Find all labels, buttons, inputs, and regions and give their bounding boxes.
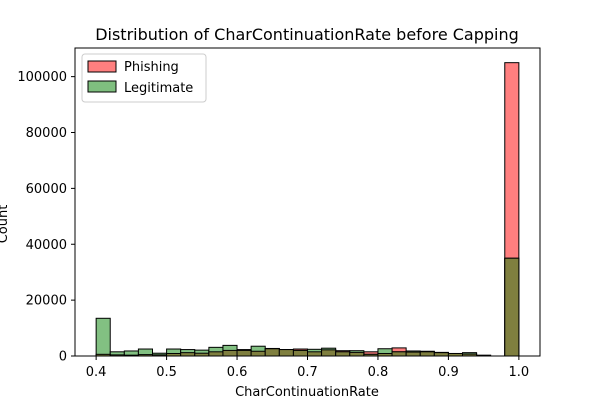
- x-tick-label: 0.7: [297, 365, 318, 380]
- y-tick-label: 0: [59, 350, 67, 365]
- overlap-bar: [222, 349, 238, 357]
- overlap-bar: [504, 257, 520, 357]
- legitimate-bar: [95, 317, 111, 357]
- x-tick-label: 1.0: [509, 365, 530, 380]
- y-tick-label: 60000: [26, 182, 67, 197]
- overlap-bar: [405, 351, 421, 357]
- legend-swatch-phishing: [87, 60, 117, 73]
- y-tick-label: 100000: [17, 70, 67, 85]
- overlap-bar: [349, 351, 365, 357]
- overlap-bar: [321, 349, 337, 357]
- x-tick-label: 0.9: [438, 365, 459, 380]
- overlap-bar: [307, 351, 323, 357]
- overlap-bar: [236, 349, 252, 357]
- overlap-bar: [391, 351, 407, 357]
- overlap-bar: [278, 349, 294, 357]
- x-axis: 0.4 0.5 0.6 0.7 0.8 0.9 1.0: [86, 356, 529, 380]
- legend: Phishing Legitimate: [81, 53, 207, 103]
- overlap-bar: [250, 350, 266, 357]
- y-tick-label: 80000: [26, 126, 67, 141]
- overlap-bar: [180, 352, 196, 357]
- x-axis-label: CharContinuationRate: [235, 385, 379, 400]
- legend-label-legitimate: Legitimate: [124, 81, 193, 96]
- x-tick-label: 0.4: [86, 365, 107, 380]
- y-tick-label: 20000: [26, 294, 67, 309]
- overlap-bar: [433, 352, 449, 357]
- x-tick-label: 0.5: [156, 365, 177, 380]
- overlap-bar: [264, 348, 280, 357]
- overlap-bar: [335, 351, 351, 357]
- y-axis-label: Count: [0, 205, 11, 244]
- y-axis: 0 20000 40000 60000 80000 100000: [17, 70, 75, 365]
- chart-title: Distribution of CharContinuationRate bef…: [95, 25, 519, 44]
- x-tick-label: 0.6: [227, 365, 248, 380]
- x-tick-label: 0.8: [368, 365, 389, 380]
- legend-swatch-legitimate: [87, 80, 117, 93]
- legend-label-phishing: Phishing: [124, 60, 179, 75]
- overlap-bar: [208, 351, 224, 357]
- y-tick-label: 40000: [26, 238, 67, 253]
- overlap-bar: [419, 351, 435, 357]
- overlap-bar: [292, 349, 309, 357]
